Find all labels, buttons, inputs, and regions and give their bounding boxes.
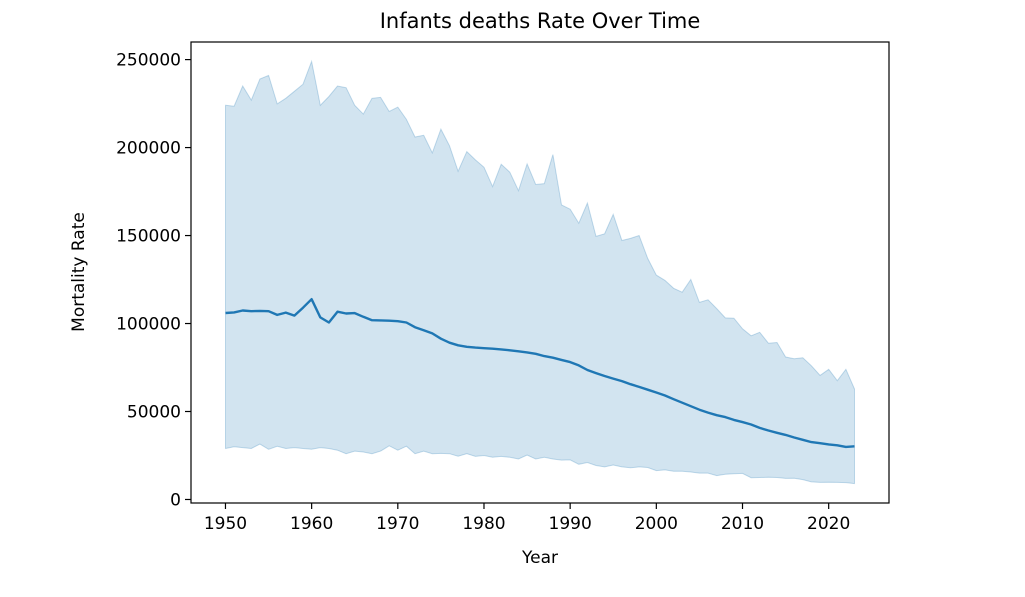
y-tick-label: 50000 [127, 403, 181, 423]
x-tick-label: 2020 [807, 514, 850, 534]
x-tick-label: 2010 [721, 514, 764, 534]
y-tick-label: 200000 [116, 139, 181, 159]
chart-title: Infants deaths Rate Over Time [380, 9, 701, 33]
x-tick-label: 1980 [462, 514, 505, 534]
series-line [225, 298, 855, 449]
y-tick-label: 100000 [116, 315, 181, 335]
x-axis-label: Year [521, 548, 558, 568]
plot-frame [190, 41, 890, 504]
y-axis-label: Mortality Rate [69, 212, 89, 332]
plot-area: 1950 1960 1970 1980 1990 2000 2010 2020 0 50000 10… [116, 41, 890, 534]
x-tick-label: 1990 [549, 514, 592, 534]
y-tick-label: 0 [170, 490, 181, 510]
y-tick-label: 150000 [116, 227, 181, 247]
x-tick-label: 1950 [204, 514, 247, 534]
x-tick-label: 2000 [635, 514, 678, 534]
x-tick-label: 1970 [376, 514, 419, 534]
x-tick-label: 1960 [290, 514, 333, 534]
y-tick-label: 250000 [116, 51, 181, 71]
confidence-band [225, 59, 855, 485]
